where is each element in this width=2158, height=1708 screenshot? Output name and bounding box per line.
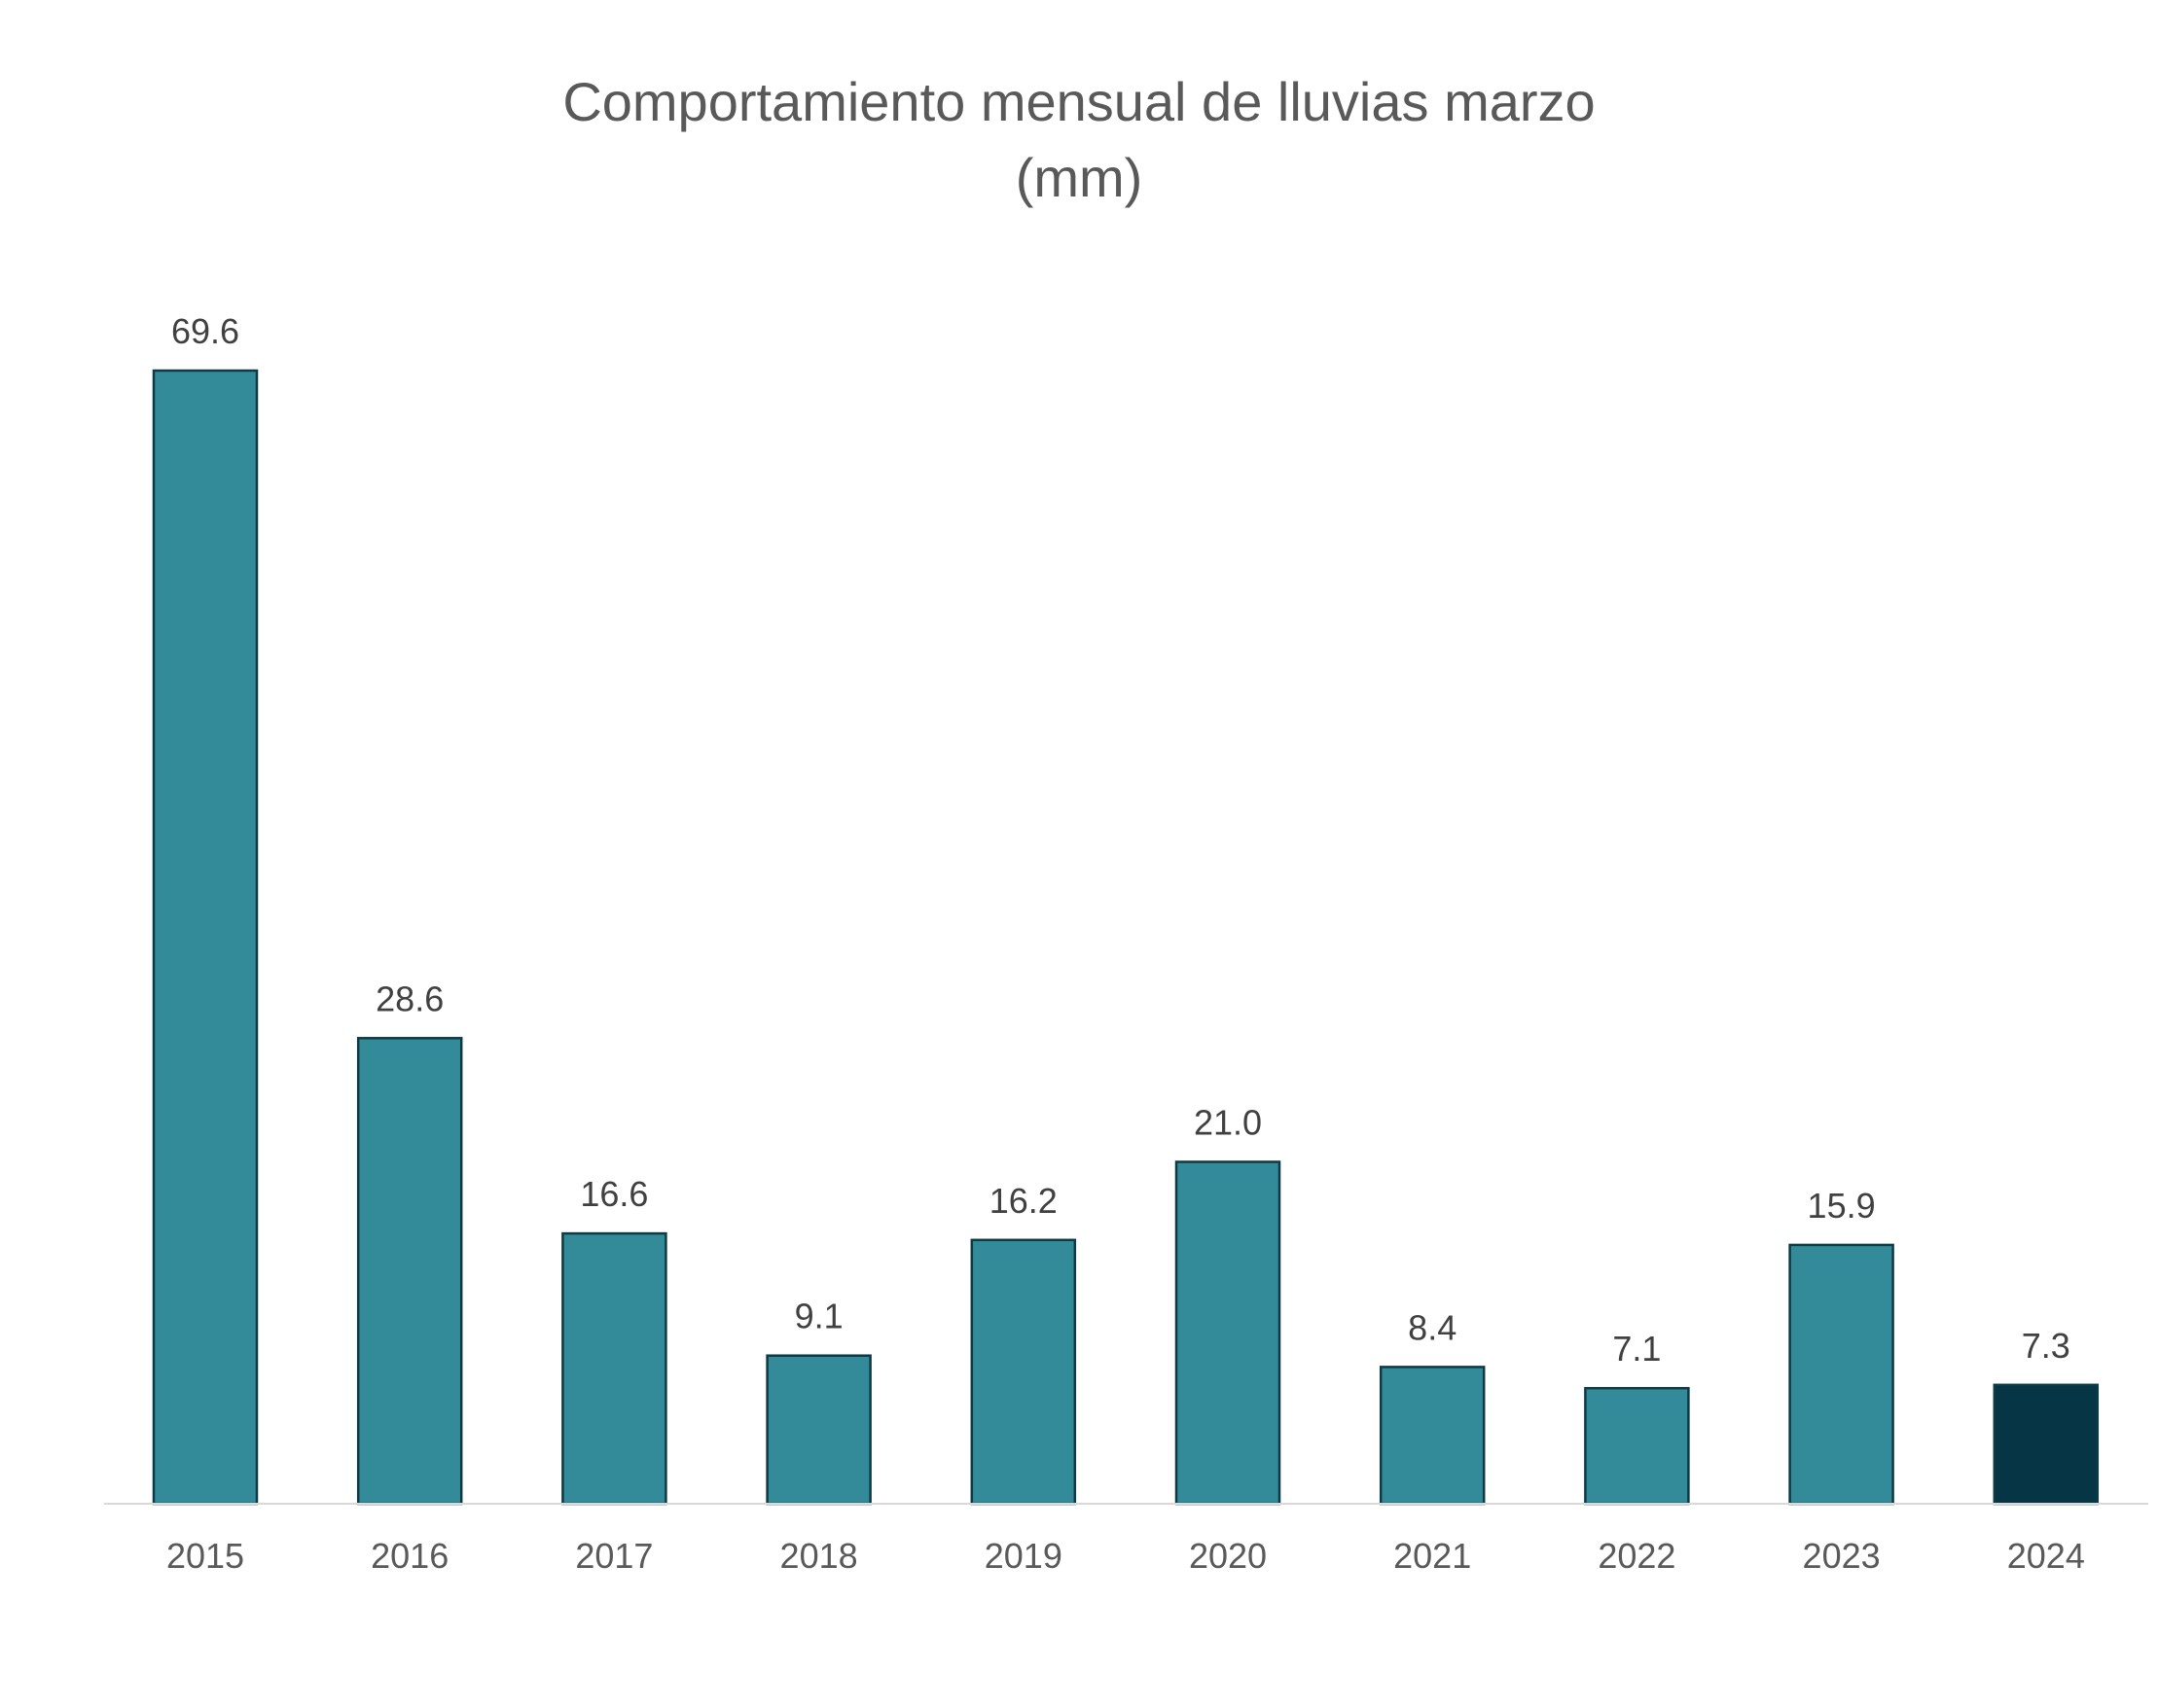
data-label-2023: 15.9 (1808, 1186, 1876, 1226)
data-label-2016: 28.6 (376, 979, 444, 1018)
data-label-2021: 8.4 (1408, 1307, 1457, 1347)
bar-2015 (152, 369, 259, 1506)
x-tick-label-2024: 2024 (2007, 1536, 2085, 1576)
bar-2018 (766, 1354, 872, 1506)
bars-group (152, 369, 2100, 1506)
bar-2022 (1584, 1386, 1690, 1506)
data-label-2019: 16.2 (989, 1181, 1058, 1221)
x-tick-label-2018: 2018 (780, 1536, 858, 1576)
bar-2019 (970, 1238, 1077, 1506)
data-label-2024: 7.3 (2022, 1326, 2070, 1366)
x-tick-label-2021: 2021 (1393, 1536, 1471, 1576)
bar-2020 (1174, 1160, 1281, 1506)
data-labels-group: 69.6 28.6 16.6 9.1 16.2 21.0 8.4 7.1 15.9 7.3 (171, 311, 2070, 1369)
data-label-2018: 9.1 (795, 1297, 844, 1336)
bar-2021 (1379, 1366, 1486, 1506)
x-tick-label-2017: 2017 (575, 1536, 653, 1576)
bar-2016 (356, 1037, 463, 1506)
x-tick-label-2019: 2019 (985, 1536, 1062, 1576)
chart-title-line-2: (mm) (1016, 147, 1143, 208)
bar-2023 (1788, 1243, 1894, 1506)
x-axis-ticks-group: 2015 2016 2017 2018 2019 2020 2021 2022 2023 2024 (166, 1536, 2085, 1576)
data-label-2022: 7.1 (1612, 1329, 1661, 1369)
bar-2017 (561, 1231, 667, 1506)
x-tick-label-2015: 2015 (166, 1536, 244, 1576)
x-tick-label-2023: 2023 (1803, 1536, 1881, 1576)
chart-title-line-1: Comportamiento mensual de lluvias marzo (562, 71, 1595, 132)
bar-2024 (1993, 1383, 2100, 1506)
x-tick-label-2016: 2016 (371, 1536, 449, 1576)
data-label-2015: 69.6 (171, 311, 239, 351)
x-tick-label-2022: 2022 (1598, 1536, 1675, 1576)
x-tick-label-2020: 2020 (1189, 1536, 1267, 1576)
data-label-2020: 21.0 (1194, 1103, 1262, 1143)
data-label-2017: 16.6 (580, 1174, 648, 1214)
